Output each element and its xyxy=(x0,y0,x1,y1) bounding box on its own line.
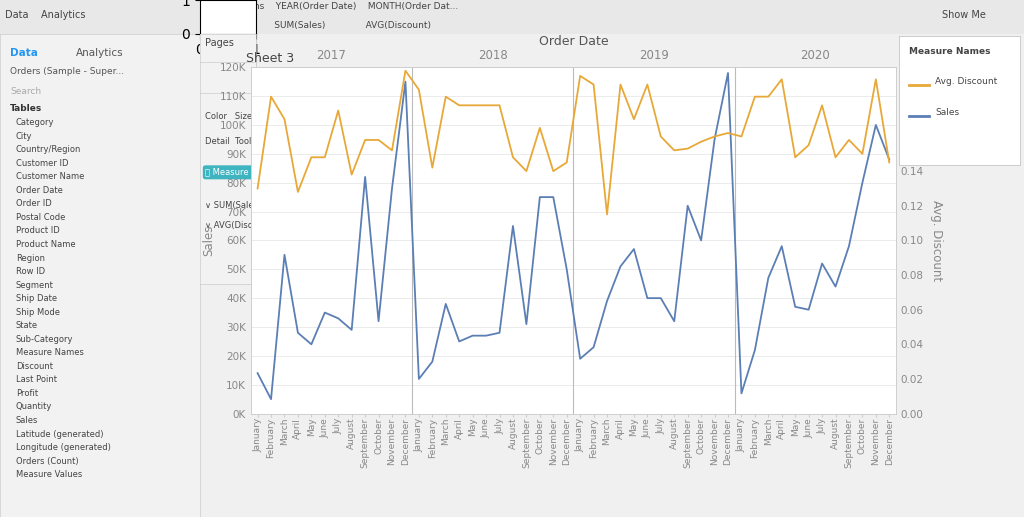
Text: 2017: 2017 xyxy=(316,49,346,62)
Text: Color   Size   Label: Color Size Label xyxy=(205,112,283,121)
Text: Profit: Profit xyxy=(16,389,38,398)
Text: Ship Mode: Ship Mode xyxy=(16,308,60,317)
Text: Rows         SUM(Sales)              AVG(Discount): Rows SUM(Sales) AVG(Discount) xyxy=(225,21,431,29)
Text: Measure Values: Measure Values xyxy=(16,470,82,479)
Text: Sheet 3: Sheet 3 xyxy=(246,52,294,65)
Text: Region: Region xyxy=(16,253,45,263)
Text: Sales: Sales xyxy=(935,108,959,117)
Text: Data    Analytics: Data Analytics xyxy=(5,10,86,20)
Text: Discount: Discount xyxy=(16,362,53,371)
Text: Product Name: Product Name xyxy=(16,240,76,249)
Text: Latitude (generated): Latitude (generated) xyxy=(16,430,103,438)
Text: Measure Names: Measure Names xyxy=(16,348,84,357)
Text: Orders (Sample - Super...: Orders (Sample - Super... xyxy=(10,67,124,77)
Text: Product ID: Product ID xyxy=(16,226,59,235)
Text: Search: Search xyxy=(10,87,41,96)
Text: Country/Region: Country/Region xyxy=(16,145,81,154)
Text: Avg. Discount: Avg. Discount xyxy=(935,77,997,86)
Text: Ship Date: Ship Date xyxy=(16,294,57,303)
Text: Customer Name: Customer Name xyxy=(16,172,84,181)
Text: 2018: 2018 xyxy=(478,49,508,62)
Text: Segment: Segment xyxy=(16,281,54,290)
Text: Tables: Tables xyxy=(10,104,42,113)
Text: Postal Code: Postal Code xyxy=(16,213,66,222)
Text: State: State xyxy=(16,321,38,330)
Text: Row ID: Row ID xyxy=(16,267,45,276)
Text: Category: Category xyxy=(16,118,54,127)
Text: Longitude (generated): Longitude (generated) xyxy=(16,443,111,452)
Text: Detail  Tooltip  Path: Detail Tooltip Path xyxy=(205,138,287,146)
Text: Order ID: Order ID xyxy=(16,200,52,208)
Y-axis label: Sales: Sales xyxy=(203,225,215,256)
Text: Quantity: Quantity xyxy=(16,402,52,412)
Text: ∨ SUM(Sales)  ~~~: ∨ SUM(Sales) ~~~ xyxy=(205,201,288,210)
Text: 2019: 2019 xyxy=(639,49,669,62)
Text: Sales: Sales xyxy=(16,416,38,425)
Text: ⬛ Measure Names: ⬛ Measure Names xyxy=(205,168,281,177)
Text: ∧∨ Automatic  ▼: ∧∨ Automatic ▼ xyxy=(205,79,274,88)
Text: Orders (Count): Orders (Count) xyxy=(16,457,79,466)
Text: Measure Names: Measure Names xyxy=(908,47,990,55)
Text: City: City xyxy=(16,132,33,141)
Y-axis label: Avg. Discount: Avg. Discount xyxy=(930,200,942,281)
Text: 2020: 2020 xyxy=(801,49,830,62)
Text: Analytics: Analytics xyxy=(76,48,124,58)
Text: Data: Data xyxy=(10,48,38,58)
Text: Last Point: Last Point xyxy=(16,375,57,384)
Text: Pages: Pages xyxy=(205,38,234,48)
Text: Order Date: Order Date xyxy=(16,186,62,195)
Title: Order Date: Order Date xyxy=(539,35,608,48)
Text: Filters: Filters xyxy=(205,42,234,53)
Text: ∨ AVG(Discount)  ~~~: ∨ AVG(Discount) ~~~ xyxy=(205,221,301,230)
Text: Customer ID: Customer ID xyxy=(16,159,69,168)
Text: Marks: Marks xyxy=(205,39,234,49)
Text: Sub-Category: Sub-Category xyxy=(16,335,74,344)
Text: ∧ All  ~~~: ∧ All ~~~ xyxy=(205,59,254,68)
Text: Columns    YEAR(Order Date)    MONTH(Order Dat...: Columns YEAR(Order Date) MONTH(Order Dat… xyxy=(225,2,459,10)
Text: Show Me: Show Me xyxy=(942,10,986,20)
